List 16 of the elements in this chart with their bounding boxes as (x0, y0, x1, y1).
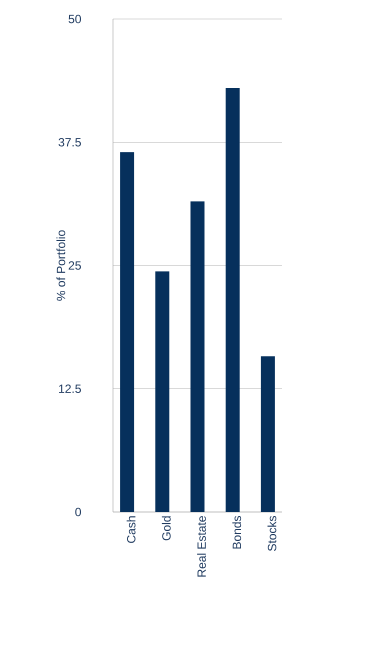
bar (190, 201, 204, 512)
y-tick-label: 0 (75, 508, 81, 516)
bar (120, 152, 134, 512)
y-tick-label: 12.5 (59, 384, 81, 393)
x-tick-label: Real Estate (197, 516, 206, 577)
x-tick-label: Stocks (268, 516, 276, 551)
x-tick-label: Gold (162, 516, 171, 540)
y-tick-label: 25 (68, 261, 81, 270)
bar (155, 271, 170, 512)
x-tick-label: Cash (126, 516, 136, 543)
y-tick-label: 37.5 (58, 138, 81, 146)
y-axis-title: % of Portfolio (56, 230, 66, 301)
y-tick-label: 50 (68, 14, 81, 24)
bar (260, 356, 275, 512)
x-tick-label: Bonds (232, 516, 242, 549)
bar (226, 88, 240, 512)
